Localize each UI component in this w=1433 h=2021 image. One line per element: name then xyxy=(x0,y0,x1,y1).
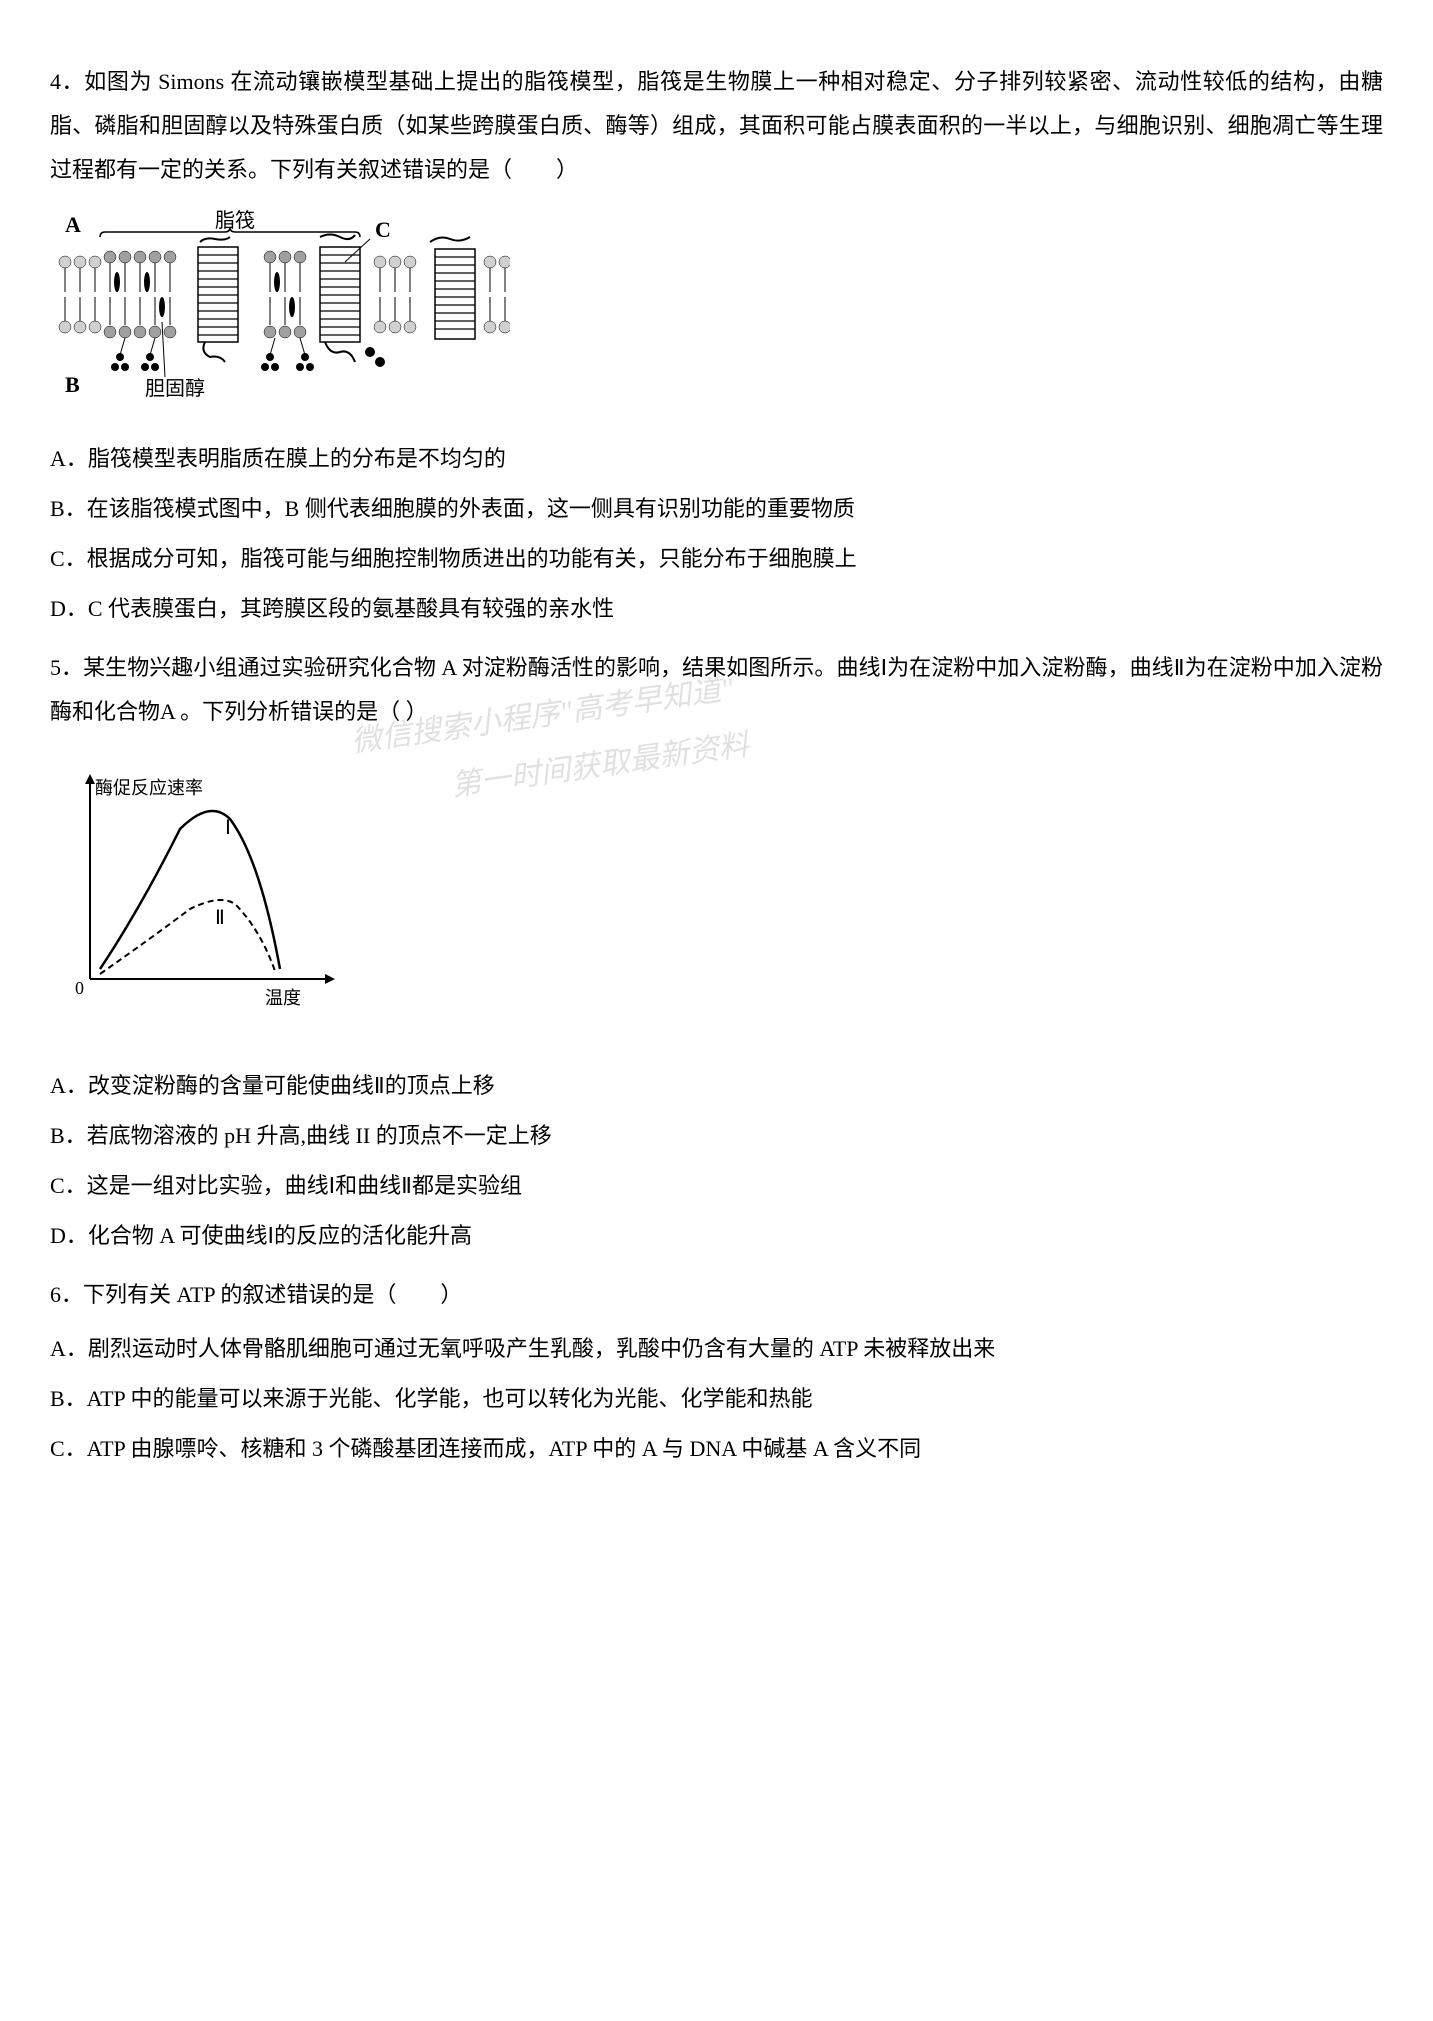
q6-text: 6．下列有关 ATP 的叙述错误的是（ ） xyxy=(50,1273,1383,1317)
glycolipids xyxy=(111,338,385,371)
origin-label: 0 xyxy=(75,978,84,998)
q5-body: 某生物兴趣小组通过实验研究化合物 A 对淀粉酶活性的影响，结果如图所示。曲线Ⅰ为… xyxy=(50,655,1383,724)
membrane-svg: A 脂筏 C xyxy=(50,207,510,407)
y-arrow xyxy=(85,774,95,784)
q6-option-A: A．剧烈运动时人体骨骼肌细胞可通过无氧呼吸产生乳酸，乳酸中仍含有大量的 ATP … xyxy=(50,1327,1383,1371)
q4-text: 4．如图为 Simons 在流动镶嵌模型基础上提出的脂筏模型，脂筏是生物膜上一种… xyxy=(50,60,1383,192)
q4-figure: A 脂筏 C xyxy=(50,207,1383,422)
q5-option-C: C．这是一组对比实验，曲线Ⅰ和曲线Ⅱ都是实验组 xyxy=(50,1164,1383,1208)
q5-figure: 酶促反应速率 温度 0 Ⅰ Ⅱ xyxy=(50,749,1383,1049)
page-content: 4．如图为 Simons 在流动镶嵌模型基础上提出的脂筏模型，脂筏是生物膜上一种… xyxy=(50,60,1383,1471)
top-tails xyxy=(65,263,505,292)
question-5: 5．某生物兴趣小组通过实验研究化合物 A 对淀粉酶活性的影响，结果如图所示。曲线… xyxy=(50,646,1383,1258)
q4-option-C: C．根据成分可知，脂筏可能与细胞控制物质进出的功能有关，只能分布于细胞膜上 xyxy=(50,537,1383,581)
question-4: 4．如图为 Simons 在流动镶嵌模型基础上提出的脂筏模型，脂筏是生物膜上一种… xyxy=(50,60,1383,631)
curve-1-label: Ⅰ xyxy=(225,817,231,839)
graph-svg: 酶促反应速率 温度 0 Ⅰ Ⅱ xyxy=(50,759,350,1019)
protein-1 xyxy=(198,237,238,362)
q5-text: 5．某生物兴趣小组通过实验研究化合物 A 对淀粉酶活性的影响，结果如图所示。曲线… xyxy=(50,646,1383,734)
label-cholesterol: 胆固醇 xyxy=(145,377,205,400)
q6-option-B: B．ATP 中的能量可以来源于光能、化学能，也可以转化为光能、化学能和热能 xyxy=(50,1377,1383,1421)
c-pointer xyxy=(345,239,370,262)
q5-option-A: A．改变淀粉酶的含量可能使曲线Ⅱ的顶点上移 xyxy=(50,1064,1383,1108)
protein-3 xyxy=(430,237,475,339)
question-6: 6．下列有关 ATP 的叙述错误的是（ ） A．剧烈运动时人体骨骼肌细胞可通过无… xyxy=(50,1273,1383,1471)
curve-2-label: Ⅱ xyxy=(215,907,225,929)
q4-option-A: A．脂筏模型表明脂质在膜上的分布是不均匀的 xyxy=(50,437,1383,481)
q5-option-B: B．若底物溶液的 pH 升高,曲线 II 的顶点不一定上移 xyxy=(50,1114,1383,1158)
label-lipid-raft: 脂筏 xyxy=(215,209,255,232)
q4-option-D: D．C 代表膜蛋白，其跨膜区段的氨基酸具有较强的亲水性 xyxy=(50,587,1383,631)
label-C: C xyxy=(375,217,391,242)
q5-option-D: D．化合物 A 可使曲线Ⅰ的反应的活化能升高 xyxy=(50,1214,1383,1258)
y-label: 酶促反应速率 xyxy=(95,778,203,798)
q6-option-C: C．ATP 由腺嘌呤、核糖和 3 个磷酸基团连接而成，ATP 中的 A 与 DN… xyxy=(50,1427,1383,1471)
curve-1 xyxy=(100,811,280,969)
q4-number: 4． xyxy=(50,69,84,94)
q6-body: 下列有关 ATP 的叙述错误的是（ ） xyxy=(83,1282,462,1307)
label-B: B xyxy=(65,372,80,397)
q4-option-B: B．在该脂筏模式图中，B 侧代表细胞膜的外表面，这一侧具有识别功能的重要物质 xyxy=(50,487,1383,531)
label-A: A xyxy=(65,212,81,237)
x-arrow xyxy=(325,974,335,984)
q4-body: 如图为 Simons 在流动镶嵌模型基础上提出的脂筏模型，脂筏是生物膜上一种相对… xyxy=(50,69,1383,182)
x-label: 温度 xyxy=(265,988,301,1008)
q6-number: 6． xyxy=(50,1282,83,1307)
q5-number: 5． xyxy=(50,655,83,680)
curve-2 xyxy=(100,900,275,974)
